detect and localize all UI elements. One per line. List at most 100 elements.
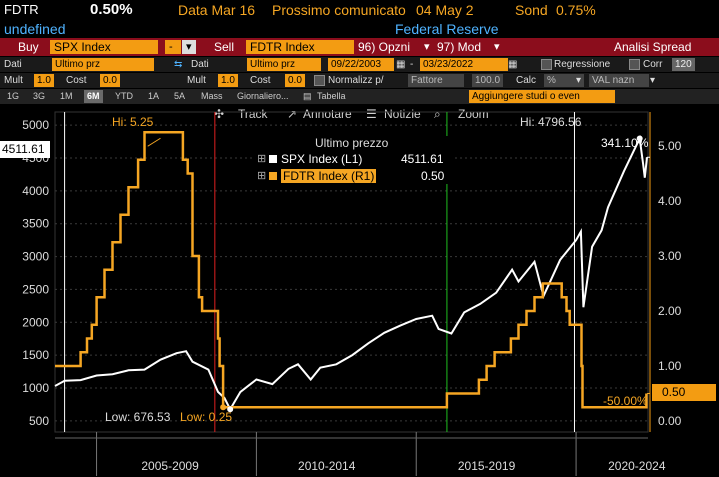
ticker: FDTR [4,2,39,17]
legend-fdtr-name: FDTR Index (R1) [281,169,377,183]
val-field[interactable]: VAL nazn [589,74,649,87]
legend-expand-icon[interactable]: ⊞ [257,153,267,165]
spx-last-tag: 4511.61 [0,141,50,158]
news-button[interactable]: Notizie [384,107,421,121]
header-bar: FDTR 0.50% Data Mar 16 Prossimo comunica… [0,0,719,20]
calc-dropdown-icon[interactable]: ▾ [576,75,582,86]
chart-svg[interactable]: 5001000150020002500300035004000450050000… [0,106,719,477]
spx-high-dot [636,135,643,142]
spx-change-label: 341.10% [601,136,649,150]
calendar-icon[interactable]: ▦ [396,59,406,70]
studies-input[interactable]: Aggiungere studi o even [469,90,615,103]
options-button[interactable]: 96) Opzni [358,40,411,54]
annotate-icon[interactable]: ↗ [287,107,298,121]
left-axis-tick: 5000 [22,118,49,132]
sell-security-field[interactable]: FDTR Index [246,40,354,54]
legend-row-spx[interactable]: ⊞ SPX Index (L1) 4511.61 [257,152,453,167]
tab-1m[interactable]: 1M [60,91,73,101]
factor-value-field[interactable]: 100.0 [472,74,504,87]
mult-field[interactable]: 1.0 [34,74,54,87]
settings-row-2: Mult 1.0 Cost 0.0 Mult 1.0 Cost 0.0 Norm… [0,73,719,88]
spx-series-line[interactable] [54,135,648,412]
news-icon[interactable]: ☰ [366,107,377,121]
data2-field[interactable]: Ultimo prz [247,58,321,71]
fdtr-change-label: -50.00% [603,394,648,408]
tab-mass[interactable]: Mass [201,91,223,101]
chart-tools: ✣ Track ↗ Annotare ☰ Notizie ⌕ Zoom [210,106,500,124]
data-field[interactable]: Ultimo prz [52,58,154,71]
tab-3g[interactable]: 3G [33,91,46,101]
cost-label: Cost [66,75,87,86]
fdtr-low-label: Low: 0.25 [180,410,233,424]
val-dropdown-icon[interactable]: ▾ [650,75,656,86]
survey-label: Sond [515,2,548,18]
x-axis-label: 2015-2019 [458,459,516,473]
table-icon[interactable]: ▤ [303,91,312,101]
calc-field[interactable]: % [544,74,584,87]
factor-field[interactable]: Fattore [408,74,464,87]
spx-low-dot [227,406,234,413]
left-axis-tick: 500 [29,414,49,428]
period-bar: 1G 3G 1M 6M YTD 1A 5A Mass Giornaliero..… [0,89,719,104]
swap-icon[interactable]: ⇆ [174,59,183,70]
legend-title: Ultimo prezzo [315,136,389,150]
tab-table[interactable]: Tabella [317,91,346,101]
cost-field[interactable]: 0.0 [100,74,120,87]
settings-row-1: Dati Ultimo prz ⇆ Dati Ultimo prz 09/22/… [0,57,719,72]
next-release-label: Prossimo comunicato [272,2,406,18]
left-axis-tick: 4000 [22,184,49,198]
buy-security-field[interactable]: SPX Index [50,40,158,54]
mult2-field[interactable]: 1.0 [218,74,238,87]
survey-value: 0.75% [556,2,596,18]
legend-spx-value: 4511.61 [401,152,444,166]
cost2-field[interactable]: 0.0 [285,74,305,87]
legend-row-fdtr[interactable]: ⊞ FDTR Index (R1) 0.50 [257,169,453,184]
corr-field[interactable]: 120 [672,58,695,71]
tab-1a[interactable]: 1A [148,91,160,101]
end-date-field[interactable]: 03/23/2022 [420,58,508,71]
tab-1g[interactable]: 1G [7,91,20,101]
legend-fdtr-value: 0.50 [421,169,445,183]
zoom-icon[interactable]: ⌕ [434,107,441,121]
regression-checkbox[interactable] [541,59,552,70]
start-date-field[interactable]: 09/22/2003 [328,58,394,71]
spread-toolbar: Buy SPX Index - ▾ Sell FDTR Index 96) Op… [0,38,719,56]
calc-label: Calc [516,75,537,86]
zoom-button[interactable]: Zoom [458,107,489,121]
fdtr-series-line[interactable] [55,131,648,409]
x-axis-label: 2005-2009 [141,459,199,473]
fdtr-high-label: Hi: 5.25 [112,115,154,129]
spx-high-label: Hi: 4796.56 [520,115,582,129]
buy-label: Buy [18,40,39,54]
legend-expand-icon-2[interactable]: ⊞ [257,170,267,182]
legend-swatch-spx [269,155,277,163]
options-dropdown-icon[interactable]: ▾ [424,41,430,53]
right-axis-tick: 2.00 [658,304,682,318]
frequency-dropdown[interactable]: Giornaliero... [237,91,289,101]
mult2-label: Mult [187,75,206,86]
tab-5a[interactable]: 5A [174,91,186,101]
next-release-date: 04 May 2 [416,2,474,18]
analysis-title: Analisi Spread [614,40,692,54]
tab-6m[interactable]: 6M [84,90,103,103]
mult-label: Mult [4,75,23,86]
fdtr-high-connector [147,137,161,147]
corr-checkbox[interactable] [629,59,640,70]
header-subtitle: undefined Federal Reserve [0,20,719,37]
track-icon[interactable]: ✣ [214,107,225,121]
right-axis-tick: 1.00 [658,359,682,373]
buy-minus-button[interactable]: - [165,40,181,54]
right-axis-tick: 0.00 [658,414,682,428]
spx-low-label: Low: 676.53 [105,410,171,424]
normalize-checkbox[interactable] [314,75,325,86]
track-button[interactable]: Track [238,107,268,121]
left-axis-tick: 1000 [22,381,49,395]
mod-button[interactable]: 97) Mod [437,40,482,54]
calendar-icon-2[interactable]: ▦ [508,59,518,70]
annotate-button[interactable]: Annotare [303,107,352,121]
buy-dropdown-icon[interactable]: ▾ [182,40,196,54]
right-axis-tick: 5.00 [658,139,682,153]
subtitle-left: undefined [4,21,66,37]
tab-ytd[interactable]: YTD [115,91,133,101]
mod-dropdown-icon[interactable]: ▾ [494,41,500,53]
